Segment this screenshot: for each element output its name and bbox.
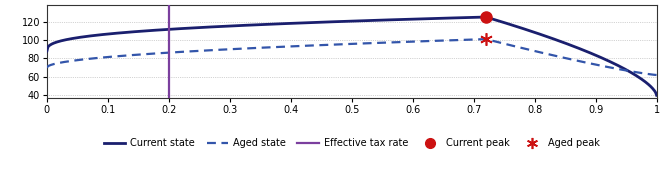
Legend: Current state, Aged state, Effective tax rate, Current peak, Aged peak: Current state, Aged state, Effective tax… bbox=[104, 138, 600, 148]
